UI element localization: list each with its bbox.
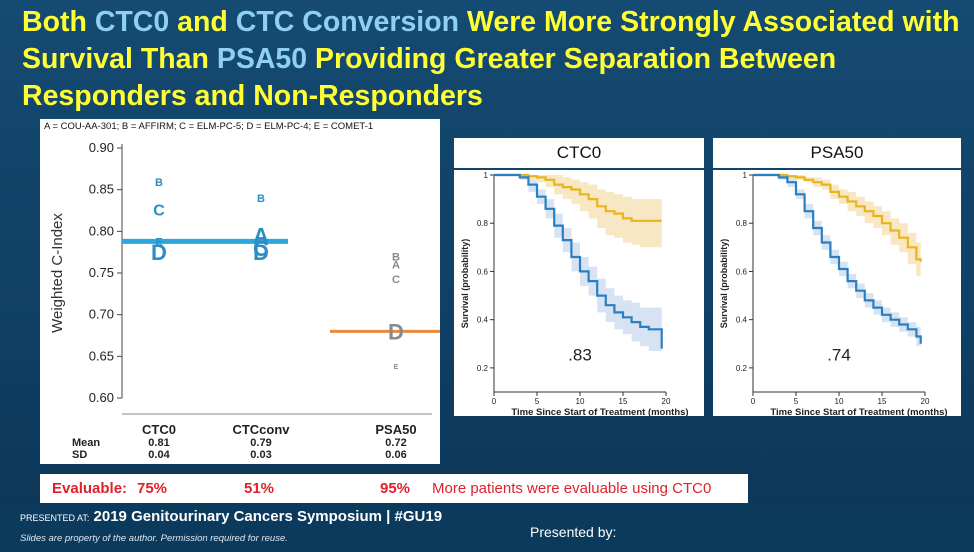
km-psa50-y-tick-label: 0.8 [736,219,748,228]
data-point-psa50-c: C [392,274,400,286]
km-ctc0-x-tick-label: 5 [535,397,540,406]
title-segment-3: CTC Conversion [235,6,460,38]
km-psa50-header: PSA50 [713,138,961,168]
data-point-psa50-b: B [392,251,400,263]
cindex-dot-plot: 0.90 0.85 0.80 0.75 0.70 0.65 0.60 Weighted C-I… [49,140,440,461]
km-psa50-c-index-annotation: .74 [827,346,851,365]
data-point-ctcconv-b: B [257,193,265,205]
km-psa50-panel: 1 0.8 0.6 0.4 0.2 0 5 10 15 20 Time Since Start of… [713,170,961,418]
km-ctc0-x-tick-label: 10 [576,397,585,406]
km-ctc0-x-tick-label: 15 [619,397,628,406]
data-point-ctc0-c: C [153,202,165,219]
category-label-psa50: PSA50 [375,422,416,437]
data-point-ctcconv-d: D [253,240,269,265]
y-tick-label: 0.90 [89,140,114,155]
title-segment-1: CTC0 [94,6,170,38]
title-segment-5: PSA50 [216,43,308,75]
stats-mean-psa50: 0.72 [385,437,406,449]
km-ctc0-x-axis-label: Time Since Start of Treatment (months) [511,407,688,416]
evaluable-psa50: 95% [380,480,411,497]
category-label-ctcconv: CTCconv [232,422,290,437]
data-point-ctc0-d: D [151,240,167,265]
km-psa50-y-tick-label: 1 [743,171,748,180]
km-ctc0-y-tick-label: 0.2 [477,364,489,373]
km-psa50-y-tick-label: 0.2 [736,364,748,373]
km-psa50-y-tick-label: 0.6 [736,267,748,276]
event-name: 2019 Genitourinary Cancers Symposium [93,508,382,525]
stats-mean-label: Mean [72,437,100,449]
km-psa50-band-non-responders [753,175,921,356]
km-ctc0-header: CTC0 [454,138,704,168]
km-psa50-title: PSA50 [810,143,864,162]
stats-mean-ctcconv: 0.79 [250,437,271,449]
km-ctc0-x-tick-label: 20 [662,397,671,406]
y-tick-label: 0.60 [89,390,114,405]
km-psa50-line-responders [753,173,922,262]
cindex-panel: 0.90 0.85 0.80 0.75 0.70 0.65 0.60 Weighted C-I… [40,134,440,464]
evaluable-ctc0: 75% [137,480,168,497]
km-ctc0-y-tick-label: 0.8 [477,219,489,228]
y-tick-label: 0.75 [89,265,114,280]
event-hashtag: #GU19 [394,508,443,525]
km-ctc0-title: CTC0 [556,143,602,162]
y-axis-label: Weighted C-Index [49,213,66,333]
y-tick-label: 0.85 [89,182,114,197]
km-psa50-x-axis-label: Time Since Start of Treatment (months) [770,407,947,416]
km-ctc0-band-non-responders [494,175,662,373]
y-tick-label: 0.65 [89,348,114,363]
study-legend-key: A = COU-AA-301; B = AFFIRM; C = ELM-PC-5… [40,119,440,134]
presented-by-label: Presented by: [530,524,617,540]
km-ctc0-band-responders [494,175,662,248]
km-ctc0-y-tick-label: 1 [484,171,489,180]
km-psa50-y-tick-label: 0.4 [736,316,748,325]
data-point-ctcconv-a: A [253,223,269,248]
km-psa50-band-responders [753,175,921,279]
km-ctc0-y-axis-label: Survival (probability) [460,239,470,329]
data-point-psa50-e: E [394,364,399,371]
km-psa50-x-tick-label: 15 [878,397,887,406]
data-point-ctc0-e: E [155,236,162,248]
stats-sd-psa50: 0.06 [385,449,406,461]
km-psa50-x-tick-label: 20 [921,397,930,406]
evaluable-bar: Evaluable: 75% 51% 95% More patients wer… [40,474,748,503]
footer-bar [0,503,974,552]
km-psa50-line-non-responders [753,173,922,344]
km-ctc0-line-non-responders [494,173,663,349]
km-ctc0-c-index-annotation: .83 [568,346,592,365]
slide-title: Both CTC0 and CTC Conversion Were More S… [22,4,962,115]
data-point-psa50-a: A [392,260,400,272]
title-segment-4: Were More Strongly Associated with Survi… [22,6,960,75]
km-ctc0-x-tick-label: 0 [492,397,497,406]
footer-event-line: PRESENTED AT: 2019 Genitourinary Cancers… [20,508,442,525]
evaluable-label: Evaluable: [52,480,128,497]
data-point-ctc0-b: B [155,177,163,189]
y-tick-label: 0.70 [89,307,114,322]
km-ctc0-y-tick-label: 0.6 [477,267,489,276]
km-psa50-x-tick-label: 0 [751,397,756,406]
stats-sd-ctc0: 0.04 [148,449,170,461]
category-label-ctc0: CTC0 [142,422,176,437]
data-point-ctcconv-c: C [253,236,269,261]
km-ctc0-line-responders [494,173,662,222]
data-point-psa50-d: D [388,319,404,344]
y-tick-label: 0.80 [89,223,114,238]
km-ctc0-y-tick-label: 0.4 [477,316,489,325]
evaluable-note: More patients were evaluable using CTC0 [432,480,712,497]
evaluable-ctcconv: 51% [244,480,275,497]
km-psa50-x-tick-label: 5 [794,397,799,406]
stats-mean-ctc0: 0.81 [148,437,169,449]
presented-at-label: PRESENTED AT: [20,513,90,523]
km-ctc0-panel: 1 0.8 0.6 0.4 0.2 0 5 10 15 20 Time Since Start of… [454,170,704,418]
stats-sd-label: SD [72,449,87,461]
footer-disclaimer: Slides are property of the author. Permi… [20,533,288,544]
title-segment-2: and [169,6,236,38]
title-segment-0: Both [22,6,95,38]
km-psa50-x-tick-label: 10 [835,397,844,406]
km-psa50-y-axis-label: Survival (probability) [719,239,729,329]
title-segment-6: Providing Greater Separation Between Res… [22,43,837,112]
footer-separator: | [386,508,391,525]
stats-sd-ctcconv: 0.03 [250,449,271,461]
